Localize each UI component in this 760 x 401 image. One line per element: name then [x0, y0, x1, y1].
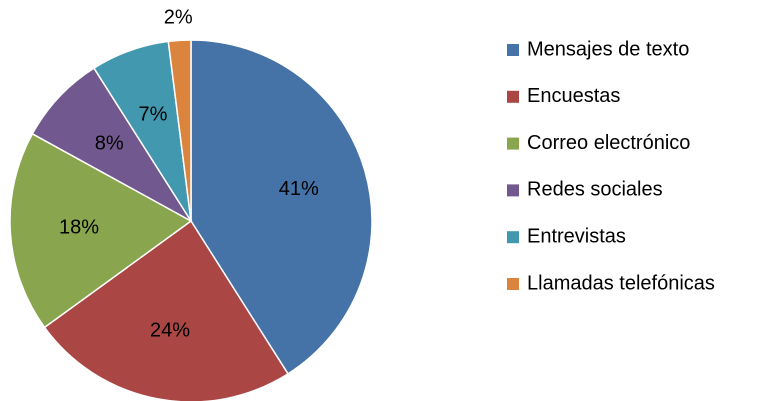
legend-swatch: [507, 231, 519, 244]
legend-label: Llamadas telefónicas: [527, 272, 715, 294]
legend-swatch: [507, 137, 519, 150]
data-label: 24%: [150, 320, 190, 342]
data-label: 2%: [164, 7, 193, 29]
pie-slice: [190, 39, 373, 375]
data-label: 8%: [95, 132, 124, 154]
pie-slice: [43, 219, 290, 401]
legend-swatch: [507, 184, 519, 197]
data-label: 7%: [139, 104, 168, 126]
data-label: 41%: [279, 178, 319, 200]
legend-label: Correo electrónico: [527, 132, 690, 154]
legend-swatch: [507, 278, 519, 290]
legend-label: Entrevistas: [527, 225, 626, 247]
legend-label: Mensajes de texto: [527, 38, 689, 60]
legend-label: Redes sociales: [527, 179, 663, 201]
pie-slice: [9, 132, 193, 329]
data-label: 18%: [59, 216, 99, 238]
pie-slice: [167, 39, 192, 222]
legend-swatch: [507, 44, 519, 56]
legend-swatch: [507, 90, 519, 103]
legend-label: Encuestas: [527, 85, 620, 107]
pie-slice: [31, 67, 192, 222]
